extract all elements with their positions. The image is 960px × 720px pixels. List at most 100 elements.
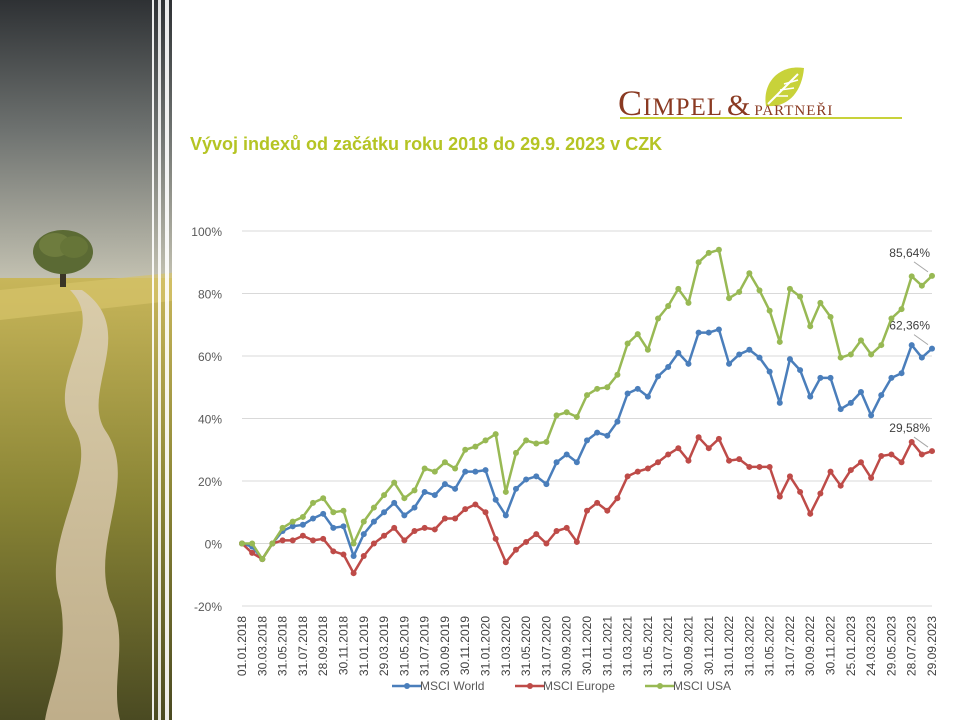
data-point bbox=[502, 512, 509, 519]
data-point bbox=[847, 351, 854, 358]
data-point bbox=[918, 354, 925, 361]
data-point bbox=[715, 435, 722, 442]
data-point bbox=[908, 273, 915, 280]
data-point bbox=[634, 385, 641, 392]
x-tick-label: 24.03.2023 bbox=[864, 616, 878, 676]
data-point bbox=[401, 495, 408, 502]
legend-marker bbox=[657, 683, 663, 689]
data-point bbox=[421, 465, 428, 472]
x-tick-label: 30.09.2020 bbox=[560, 616, 574, 676]
x-tick-label: 29.05.2023 bbox=[884, 616, 898, 676]
data-point bbox=[746, 270, 753, 277]
logo-partners: partneři bbox=[754, 95, 834, 120]
data-point bbox=[452, 515, 459, 522]
label-leader bbox=[913, 334, 929, 346]
data-point bbox=[492, 496, 499, 503]
data-point bbox=[847, 399, 854, 406]
data-point bbox=[512, 485, 519, 492]
data-point bbox=[573, 538, 580, 545]
data-point bbox=[827, 468, 834, 475]
data-point bbox=[573, 459, 580, 466]
legend-label: MSCI Europe bbox=[543, 679, 615, 693]
data-point bbox=[299, 521, 306, 528]
data-point bbox=[857, 337, 864, 344]
data-point bbox=[370, 518, 377, 525]
data-point bbox=[391, 524, 398, 531]
legend-label: MSCI USA bbox=[673, 679, 731, 693]
data-point bbox=[452, 465, 459, 472]
data-point bbox=[340, 551, 347, 558]
chart-legend: MSCI World MSCI Europe MSCI USA bbox=[392, 679, 731, 693]
x-tick-label: 28.09.2018 bbox=[316, 616, 330, 676]
data-point bbox=[614, 495, 621, 502]
data-label: 62,36% bbox=[889, 319, 930, 333]
data-point bbox=[584, 392, 590, 399]
data-point bbox=[411, 504, 418, 511]
data-point bbox=[908, 438, 915, 445]
data-point bbox=[624, 340, 631, 347]
data-point bbox=[878, 342, 885, 349]
label-leader bbox=[913, 261, 929, 273]
data-point bbox=[776, 493, 783, 500]
x-tick-label: 30.03.2018 bbox=[255, 616, 269, 676]
data-point bbox=[644, 465, 651, 472]
data-point bbox=[249, 549, 256, 556]
data-point bbox=[310, 537, 317, 544]
data-point bbox=[310, 499, 317, 506]
data-point bbox=[756, 287, 763, 294]
y-tick-label: 0% bbox=[205, 538, 223, 552]
x-tick-label: 31.07.2018 bbox=[296, 616, 310, 676]
legend-label: MSCI World bbox=[420, 679, 484, 693]
data-point bbox=[259, 556, 266, 563]
data-point bbox=[431, 492, 438, 499]
data-point bbox=[695, 434, 702, 441]
data-point bbox=[340, 523, 347, 530]
data-point bbox=[523, 476, 530, 483]
x-tick-label: 29.03.2019 bbox=[377, 616, 391, 676]
data-point bbox=[411, 487, 418, 494]
data-point bbox=[340, 507, 347, 514]
data-point bbox=[786, 285, 793, 292]
data-point bbox=[279, 537, 286, 544]
data-point bbox=[381, 492, 388, 499]
x-tick-label: 30.09.2022 bbox=[803, 616, 817, 676]
data-point bbox=[320, 535, 327, 542]
data-point bbox=[837, 482, 844, 489]
data-point bbox=[868, 474, 875, 481]
data-point bbox=[594, 499, 601, 506]
data-point bbox=[665, 451, 672, 458]
data-point bbox=[837, 406, 844, 413]
data-point bbox=[624, 473, 631, 480]
data-point bbox=[685, 360, 692, 367]
x-tick-label: 31.05.2020 bbox=[519, 616, 533, 676]
data-point bbox=[512, 546, 519, 553]
data-point bbox=[543, 481, 550, 488]
x-tick-label: 31.03.2022 bbox=[742, 616, 756, 676]
data-point bbox=[370, 540, 377, 547]
data-point bbox=[502, 488, 509, 495]
data-point bbox=[746, 463, 753, 470]
label-leader bbox=[913, 436, 929, 448]
data-point bbox=[381, 509, 388, 516]
data-point bbox=[868, 351, 875, 358]
y-tick-label: 40% bbox=[198, 413, 222, 427]
data-point bbox=[929, 448, 935, 455]
data-point bbox=[573, 413, 580, 420]
chart-title: Vývoj indexů od začátku roku 2018 do 29.… bbox=[190, 134, 663, 154]
data-point bbox=[756, 354, 763, 361]
data-point bbox=[827, 313, 834, 320]
data-point bbox=[482, 437, 489, 444]
data-point bbox=[604, 384, 611, 391]
data-point bbox=[299, 513, 306, 520]
data-point bbox=[502, 559, 509, 566]
data-point bbox=[584, 507, 590, 514]
leaf-icon bbox=[765, 67, 804, 107]
x-tick-label: 31.07.2021 bbox=[661, 616, 675, 676]
data-point bbox=[929, 272, 935, 279]
data-point bbox=[624, 390, 631, 397]
data-point bbox=[472, 443, 479, 450]
data-point bbox=[563, 409, 570, 416]
x-tick-label: 31.07.2022 bbox=[783, 616, 797, 676]
chart-series: 62,36% 29,58% 85,64% bbox=[239, 246, 935, 577]
data-point bbox=[665, 363, 672, 370]
